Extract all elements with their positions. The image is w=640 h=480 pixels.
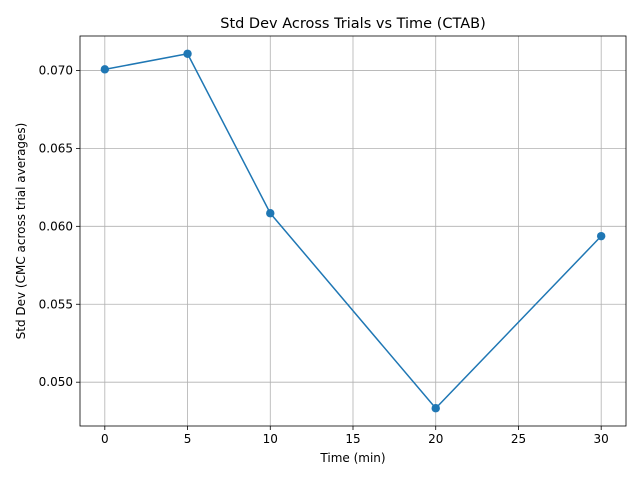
y-tick-label: 0.055	[39, 297, 73, 311]
y-axis-label: Std Dev (CMC across trial averages)	[14, 123, 28, 340]
data-point	[183, 49, 192, 58]
y-tick-label: 0.070	[39, 63, 73, 77]
data-point	[100, 65, 110, 74]
y-tick-label: 0.060	[39, 219, 73, 233]
x-axis-label: Time (min)	[319, 451, 385, 465]
x-tick-label: 15	[345, 432, 360, 446]
grid-lines	[80, 36, 626, 426]
x-tick-label: 0	[101, 432, 109, 446]
data-point	[431, 404, 440, 413]
chart-title: Std Dev Across Trials vs Time (CTAB)	[220, 16, 486, 32]
data-point	[266, 209, 275, 218]
y-tick-label: 0.050	[39, 375, 73, 389]
x-tick-label: 25	[511, 432, 526, 446]
x-tick-label: 30	[594, 432, 609, 446]
x-tick-label: 20	[428, 432, 443, 446]
axis-ticks: 0 5 10 15 20 25 30 0.050 0.055 0.060 0.065 0.070	[39, 63, 609, 446]
y-tick-label: 0.065	[39, 141, 73, 155]
data-point	[596, 231, 606, 241]
data-series	[100, 49, 606, 413]
x-tick-label: 5	[184, 432, 192, 446]
x-tick-label: 10	[263, 432, 278, 446]
